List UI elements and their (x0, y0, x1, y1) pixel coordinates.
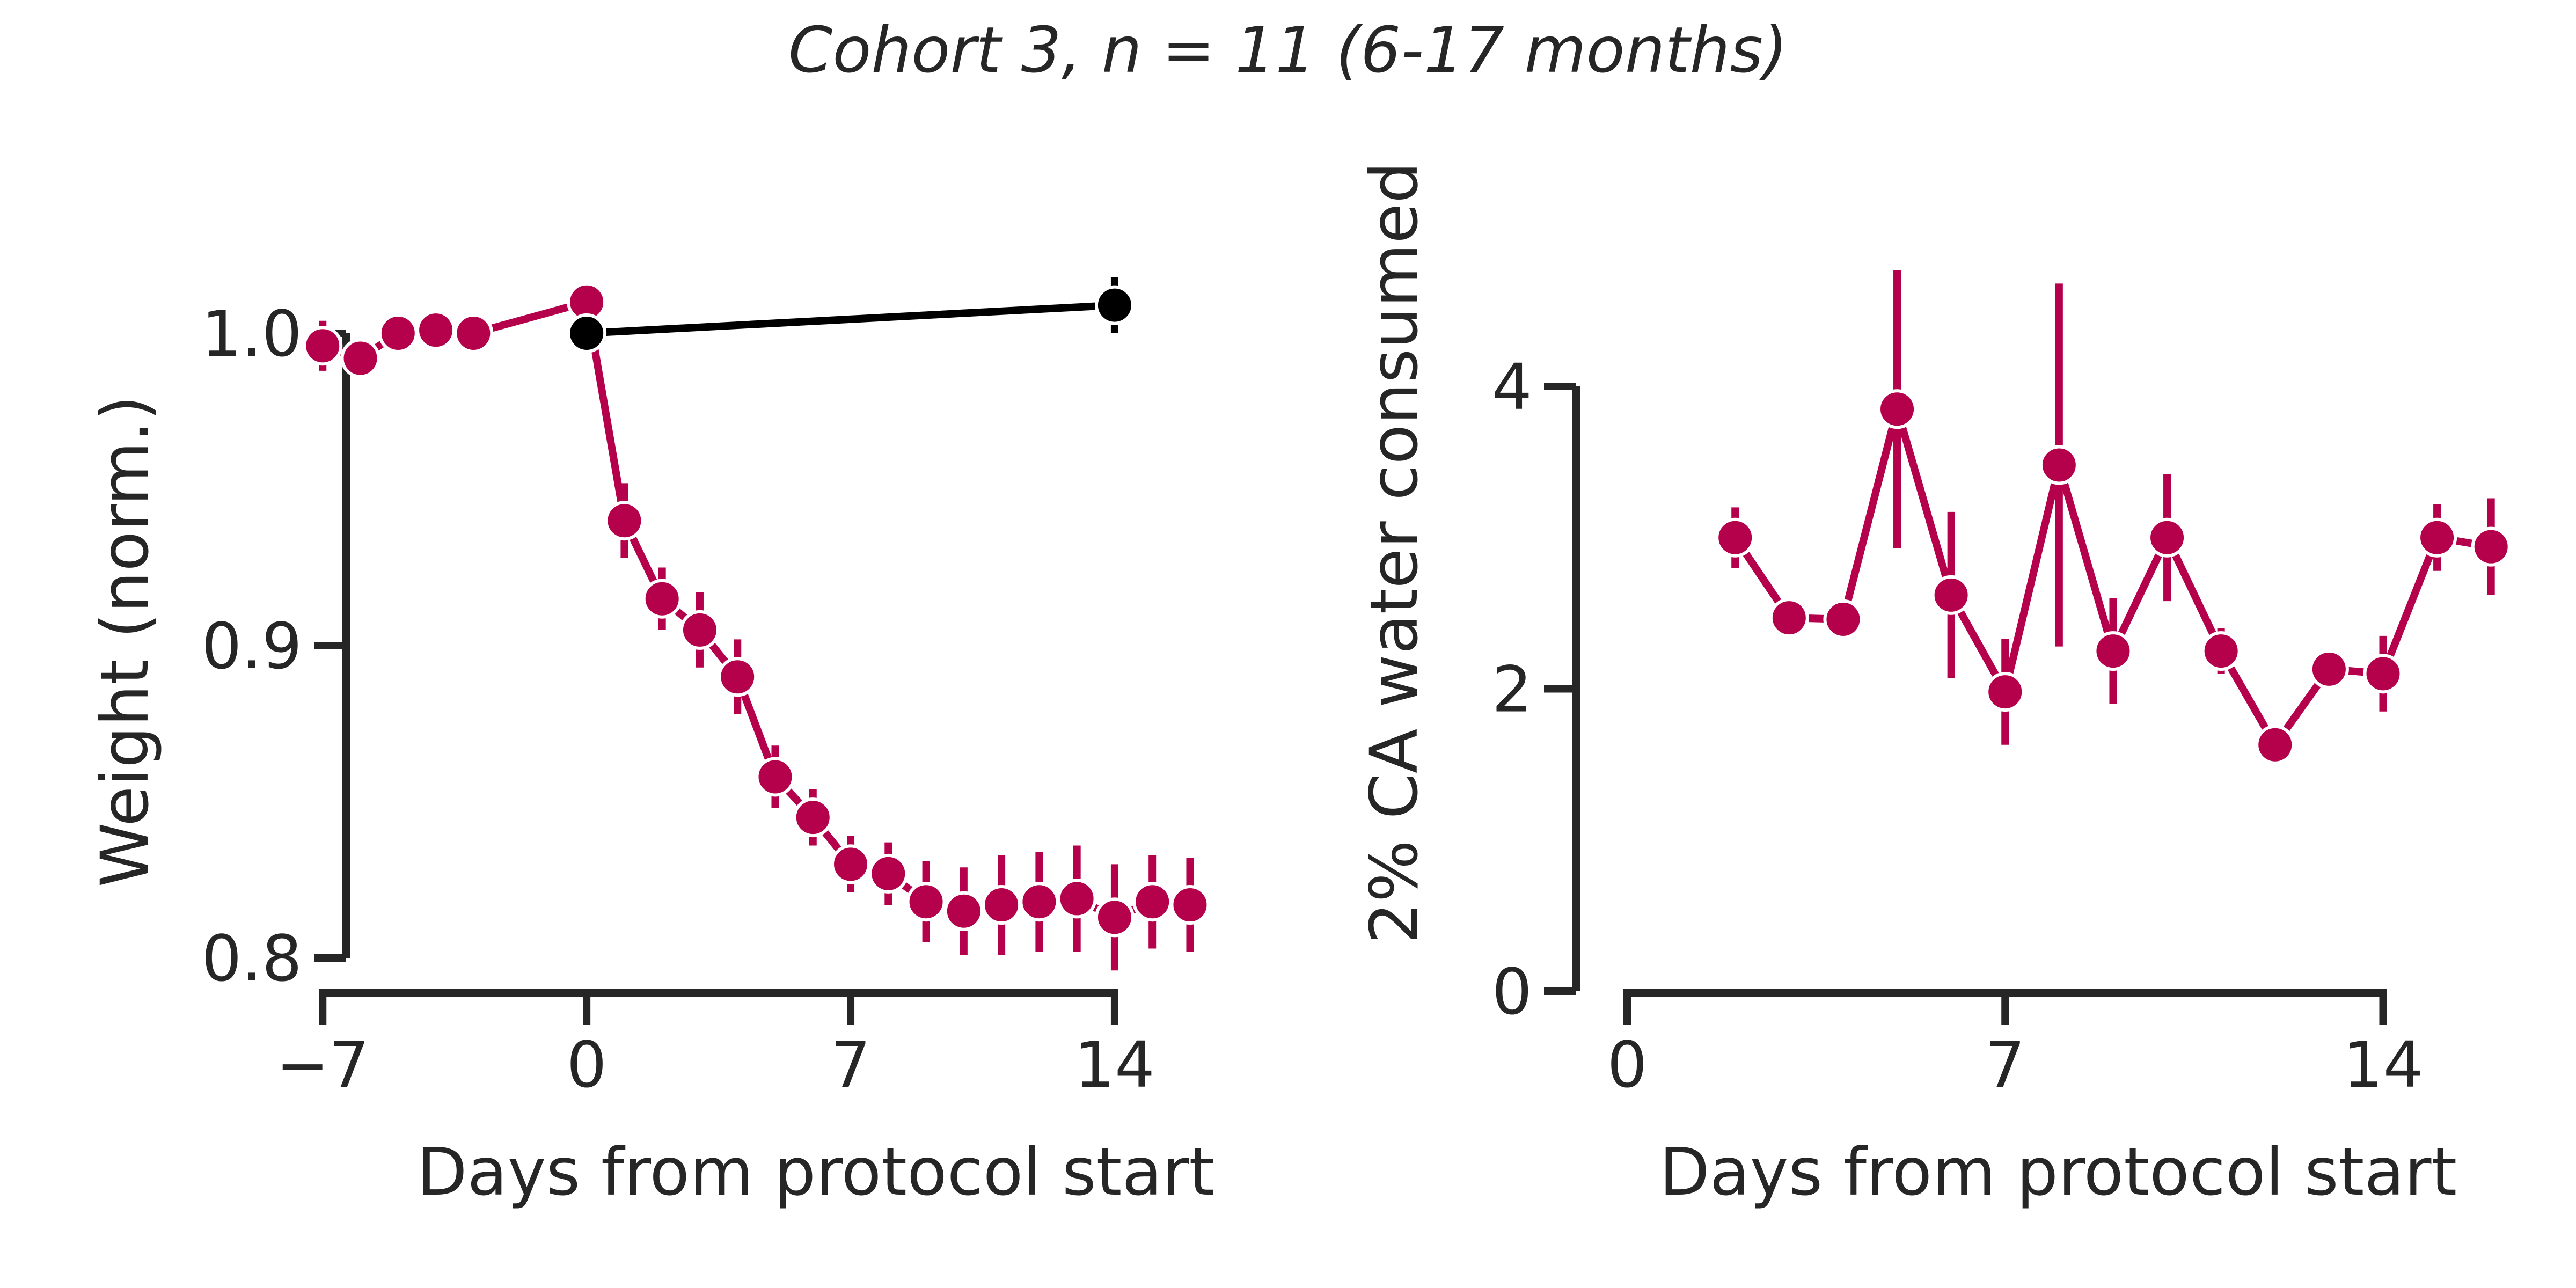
weight-data-point (679, 610, 720, 650)
consumption-chart: 2% CA water consumed Days from protocol … (1356, 162, 2511, 1210)
weight-data-point (1057, 879, 1097, 919)
consumption-y-tick-label: 0 (1492, 955, 1532, 1029)
weight-data-point (868, 853, 909, 894)
consumption-data-point (2417, 517, 2457, 558)
weight-data-point (1094, 897, 1135, 938)
weight-series-0 (303, 282, 1210, 971)
consumption-data-point (1715, 517, 1755, 558)
weight-series-line (586, 301, 1115, 337)
consumption-x-tick-label: 0 (1607, 1028, 1647, 1102)
weight-data-point (831, 844, 871, 884)
weight-data-point (1170, 885, 1210, 925)
weight-data-point (943, 891, 984, 931)
weight-series-1 (567, 277, 1135, 353)
weight-data-point (906, 882, 946, 922)
weight-data-point (982, 885, 1022, 925)
consumption-data-point (2309, 649, 2349, 689)
weight-data-point (604, 501, 645, 541)
consumption-data-point (1985, 672, 2025, 712)
weight-data-point (793, 797, 833, 838)
consumption-data-point (2471, 526, 2511, 567)
weight-chart: Weight (norm.) Days from protocol start … (87, 277, 1215, 1210)
weight-x-tick-label: −7 (276, 1028, 369, 1102)
consumption-data-point (2255, 724, 2295, 765)
consumption-data-point (2093, 631, 2133, 671)
weight-data-point (1019, 882, 1059, 922)
weight-y-tick-label: 0.9 (201, 609, 302, 683)
weight-data-point (303, 326, 343, 366)
consumption-x-axis-label: Days from protocol start (1659, 1134, 2457, 1210)
consumption-series-0 (1715, 270, 2511, 765)
consumption-x-tick-label: 7 (1985, 1028, 2025, 1102)
consumption-data-point (2039, 445, 2079, 485)
weight-y-tick-label: 1.0 (201, 297, 302, 371)
weight-y-axis-label: Weight (norm.) (87, 396, 163, 888)
weight-data-point (642, 579, 682, 619)
consumption-y-axis-label: 2% CA water consumed (1356, 162, 1432, 943)
weight-data-point (755, 757, 795, 797)
consumption-data-point (1823, 599, 1863, 639)
consumption-data-point (1769, 598, 1809, 638)
consumption-data-point (2201, 631, 2241, 671)
weight-x-tick-label: 0 (567, 1028, 607, 1102)
weight-data-point (1132, 882, 1173, 922)
weight-data-point (718, 657, 758, 697)
weight-data-point (340, 338, 380, 378)
weight-data-point (416, 310, 456, 350)
consumption-y-tick-label: 4 (1492, 350, 1532, 424)
figure-suptitle: Cohort 3, n = 11 (6-17 months) (788, 13, 1788, 87)
weight-x-axis-label: Days from protocol start (417, 1134, 1215, 1210)
consumption-data-point (1931, 575, 1971, 615)
consumption-data-point (1877, 389, 1918, 429)
consumption-data-point (2147, 517, 2187, 558)
weight-data-point (378, 313, 418, 353)
weight-x-tick-label: 7 (830, 1028, 870, 1102)
weight-y-tick-label: 0.8 (201, 921, 302, 996)
consumption-data-point (2363, 654, 2403, 694)
weight-data-point (453, 313, 494, 353)
weight-data-point (567, 313, 607, 353)
consumption-y-tick-label: 2 (1492, 653, 1532, 727)
weight-series-line (321, 298, 1191, 921)
weight-x-tick-label: 14 (1074, 1028, 1155, 1102)
consumption-x-tick-label: 14 (2343, 1028, 2423, 1102)
weight-data-point (1094, 285, 1135, 325)
